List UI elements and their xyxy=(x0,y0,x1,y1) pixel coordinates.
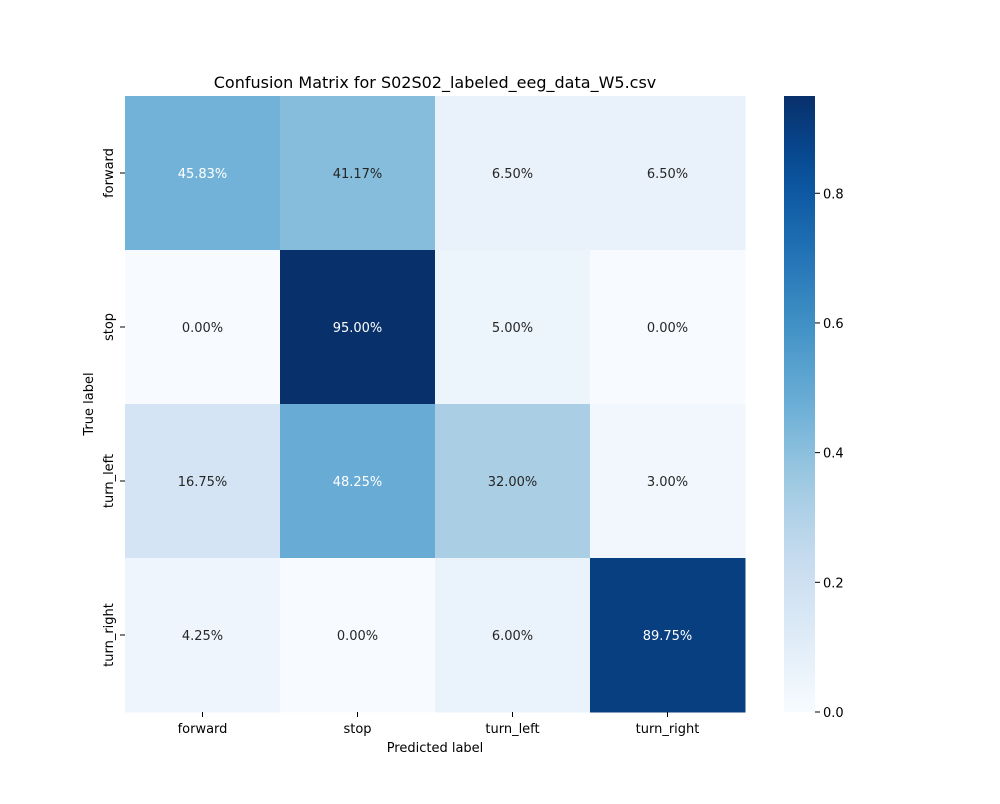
cell-annotation: 41.17% xyxy=(333,167,383,182)
heatmap-cell xyxy=(125,250,281,405)
heatmap-cell xyxy=(590,250,746,405)
heatmap-cell xyxy=(125,404,281,559)
chart-title: Confusion Matrix for S02S02_labeled_eeg_… xyxy=(214,73,657,93)
x-tick-label: forward xyxy=(178,722,228,737)
colorbar-tick-label: 0.2 xyxy=(823,576,844,591)
heatmap-cell xyxy=(435,558,591,713)
cell-annotation: 6.00% xyxy=(492,629,533,644)
colorbar-tick-label: 0.8 xyxy=(823,187,844,202)
x-tick-label: turn_right xyxy=(636,722,700,737)
cell-annotation: 4.25% xyxy=(182,629,223,644)
cell-annotation: 32.00% xyxy=(488,475,538,490)
colorbar xyxy=(784,96,815,712)
y-tick-label: turn_right xyxy=(102,603,117,667)
cell-annotation: 3.00% xyxy=(647,475,688,490)
heatmap-cell xyxy=(590,96,746,251)
cell-annotation: 0.00% xyxy=(182,321,223,336)
cell-annotation: 89.75% xyxy=(643,629,693,644)
heatmap-cell xyxy=(280,96,436,251)
x-tick-label: turn_left xyxy=(485,722,539,737)
heatmap-cell xyxy=(125,96,281,251)
colorbar-tick-label: 0.4 xyxy=(823,447,844,462)
colorbar-tick-label: 0.0 xyxy=(823,706,844,721)
colorbar-tick-label: 0.6 xyxy=(823,317,844,332)
x-tick-label: stop xyxy=(343,722,371,737)
cell-annotation: 48.25% xyxy=(333,475,383,490)
cell-annotation: 95.00% xyxy=(333,321,383,336)
heatmap-cell xyxy=(435,404,591,559)
cell-annotation: 16.75% xyxy=(178,475,228,490)
heatmap-cell xyxy=(280,250,436,405)
y-tick-label: stop xyxy=(102,313,117,341)
cell-annotation: 0.00% xyxy=(647,321,688,336)
cell-annotation: 6.50% xyxy=(647,167,688,182)
heatmap-cell xyxy=(590,404,746,559)
heatmap-cell xyxy=(435,96,591,251)
cell-annotation: 6.50% xyxy=(492,167,533,182)
heatmap-cell xyxy=(280,404,436,559)
heatmap-cell xyxy=(280,558,436,713)
x-axis-label: Predicted label xyxy=(387,741,484,756)
heatmap-cell xyxy=(435,250,591,405)
y-tick-label: turn_left xyxy=(102,454,117,508)
y-tick-label: forward xyxy=(102,148,117,198)
heatmap-cell xyxy=(125,558,281,713)
heatmap-cell xyxy=(590,558,746,713)
cell-annotation: 5.00% xyxy=(492,321,533,336)
y-axis-label: True label xyxy=(82,372,97,436)
cell-annotation: 45.83% xyxy=(178,167,228,182)
cell-annotation: 0.00% xyxy=(337,629,378,644)
